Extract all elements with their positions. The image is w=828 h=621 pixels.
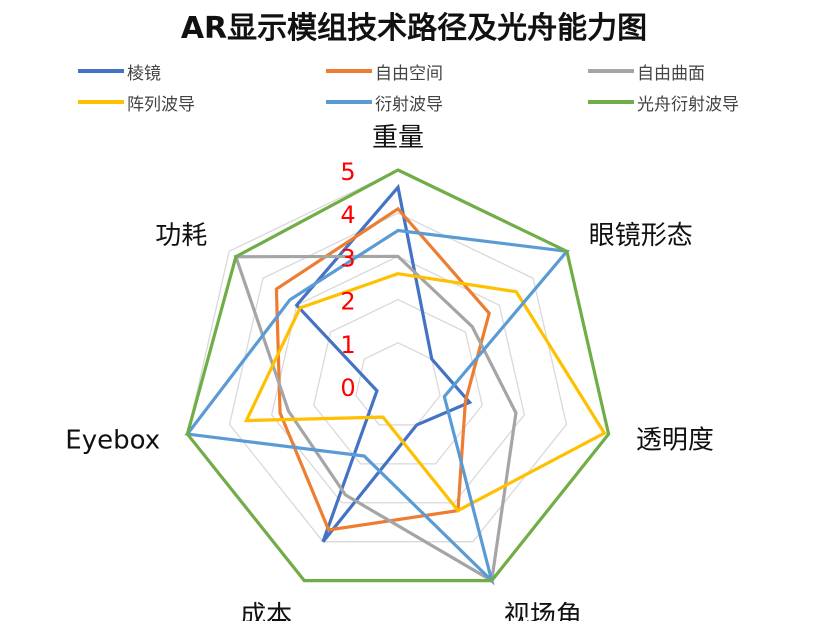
legend-label-2: 自由曲面 xyxy=(637,63,705,84)
axis-label-0: 重量 xyxy=(372,123,424,153)
legend-item-5: 光舟衍射波导 xyxy=(588,91,739,115)
series-line-5 xyxy=(185,168,611,583)
legend-swatch-2 xyxy=(588,69,634,73)
legend-item-4: 衍射波导 xyxy=(326,91,443,115)
tick-label-0: 0 xyxy=(340,374,355,402)
legend-item-0: 棱镜 xyxy=(78,60,161,84)
legend-swatch-3 xyxy=(78,100,124,104)
grid-ring-2 xyxy=(313,298,483,465)
tick-label-2: 2 xyxy=(340,288,355,316)
grid-ring-3 xyxy=(270,255,526,504)
tick-label-5: 5 xyxy=(340,158,355,186)
axis-label-5: Eyebox xyxy=(65,425,160,455)
legend-label-3: 阵列波导 xyxy=(127,94,195,115)
grid-ring-4 xyxy=(228,212,568,543)
legend-item-1: 自由空间 xyxy=(326,60,443,84)
legend-swatch-4 xyxy=(326,100,372,104)
tick-label-3: 3 xyxy=(340,244,355,272)
axis-label-2: 透明度 xyxy=(636,425,714,455)
series-line-4 xyxy=(184,228,571,586)
axis-label-6: 功耗 xyxy=(155,221,207,251)
legend-label-4: 衍射波导 xyxy=(375,94,443,115)
axis-label-3: 视场角 xyxy=(504,601,582,621)
series-line-0 xyxy=(294,183,473,543)
tick-label-4: 4 xyxy=(340,201,355,229)
series-line-2 xyxy=(233,254,518,584)
legend-label-5: 光舟衍射波导 xyxy=(637,94,739,115)
legend-label-0: 棱镜 xyxy=(127,63,161,84)
legend-item-2: 自由曲面 xyxy=(588,60,705,84)
legend-swatch-5 xyxy=(588,100,634,104)
series-line-3 xyxy=(243,272,607,513)
chart-title: AR显示模组技术路径及光舟能力图 xyxy=(180,11,648,46)
legend-label-1: 自由空间 xyxy=(375,63,443,84)
series-line-1 xyxy=(274,206,491,532)
axis-label-1: 眼镜形态 xyxy=(589,221,693,251)
legend-swatch-0 xyxy=(78,69,124,73)
legend-item-3: 阵列波导 xyxy=(78,91,195,115)
legend-swatch-1 xyxy=(326,69,372,73)
tick-label-1: 1 xyxy=(340,331,355,359)
axis-label-4: 成本 xyxy=(240,601,292,621)
grid-ring-1 xyxy=(355,342,441,426)
